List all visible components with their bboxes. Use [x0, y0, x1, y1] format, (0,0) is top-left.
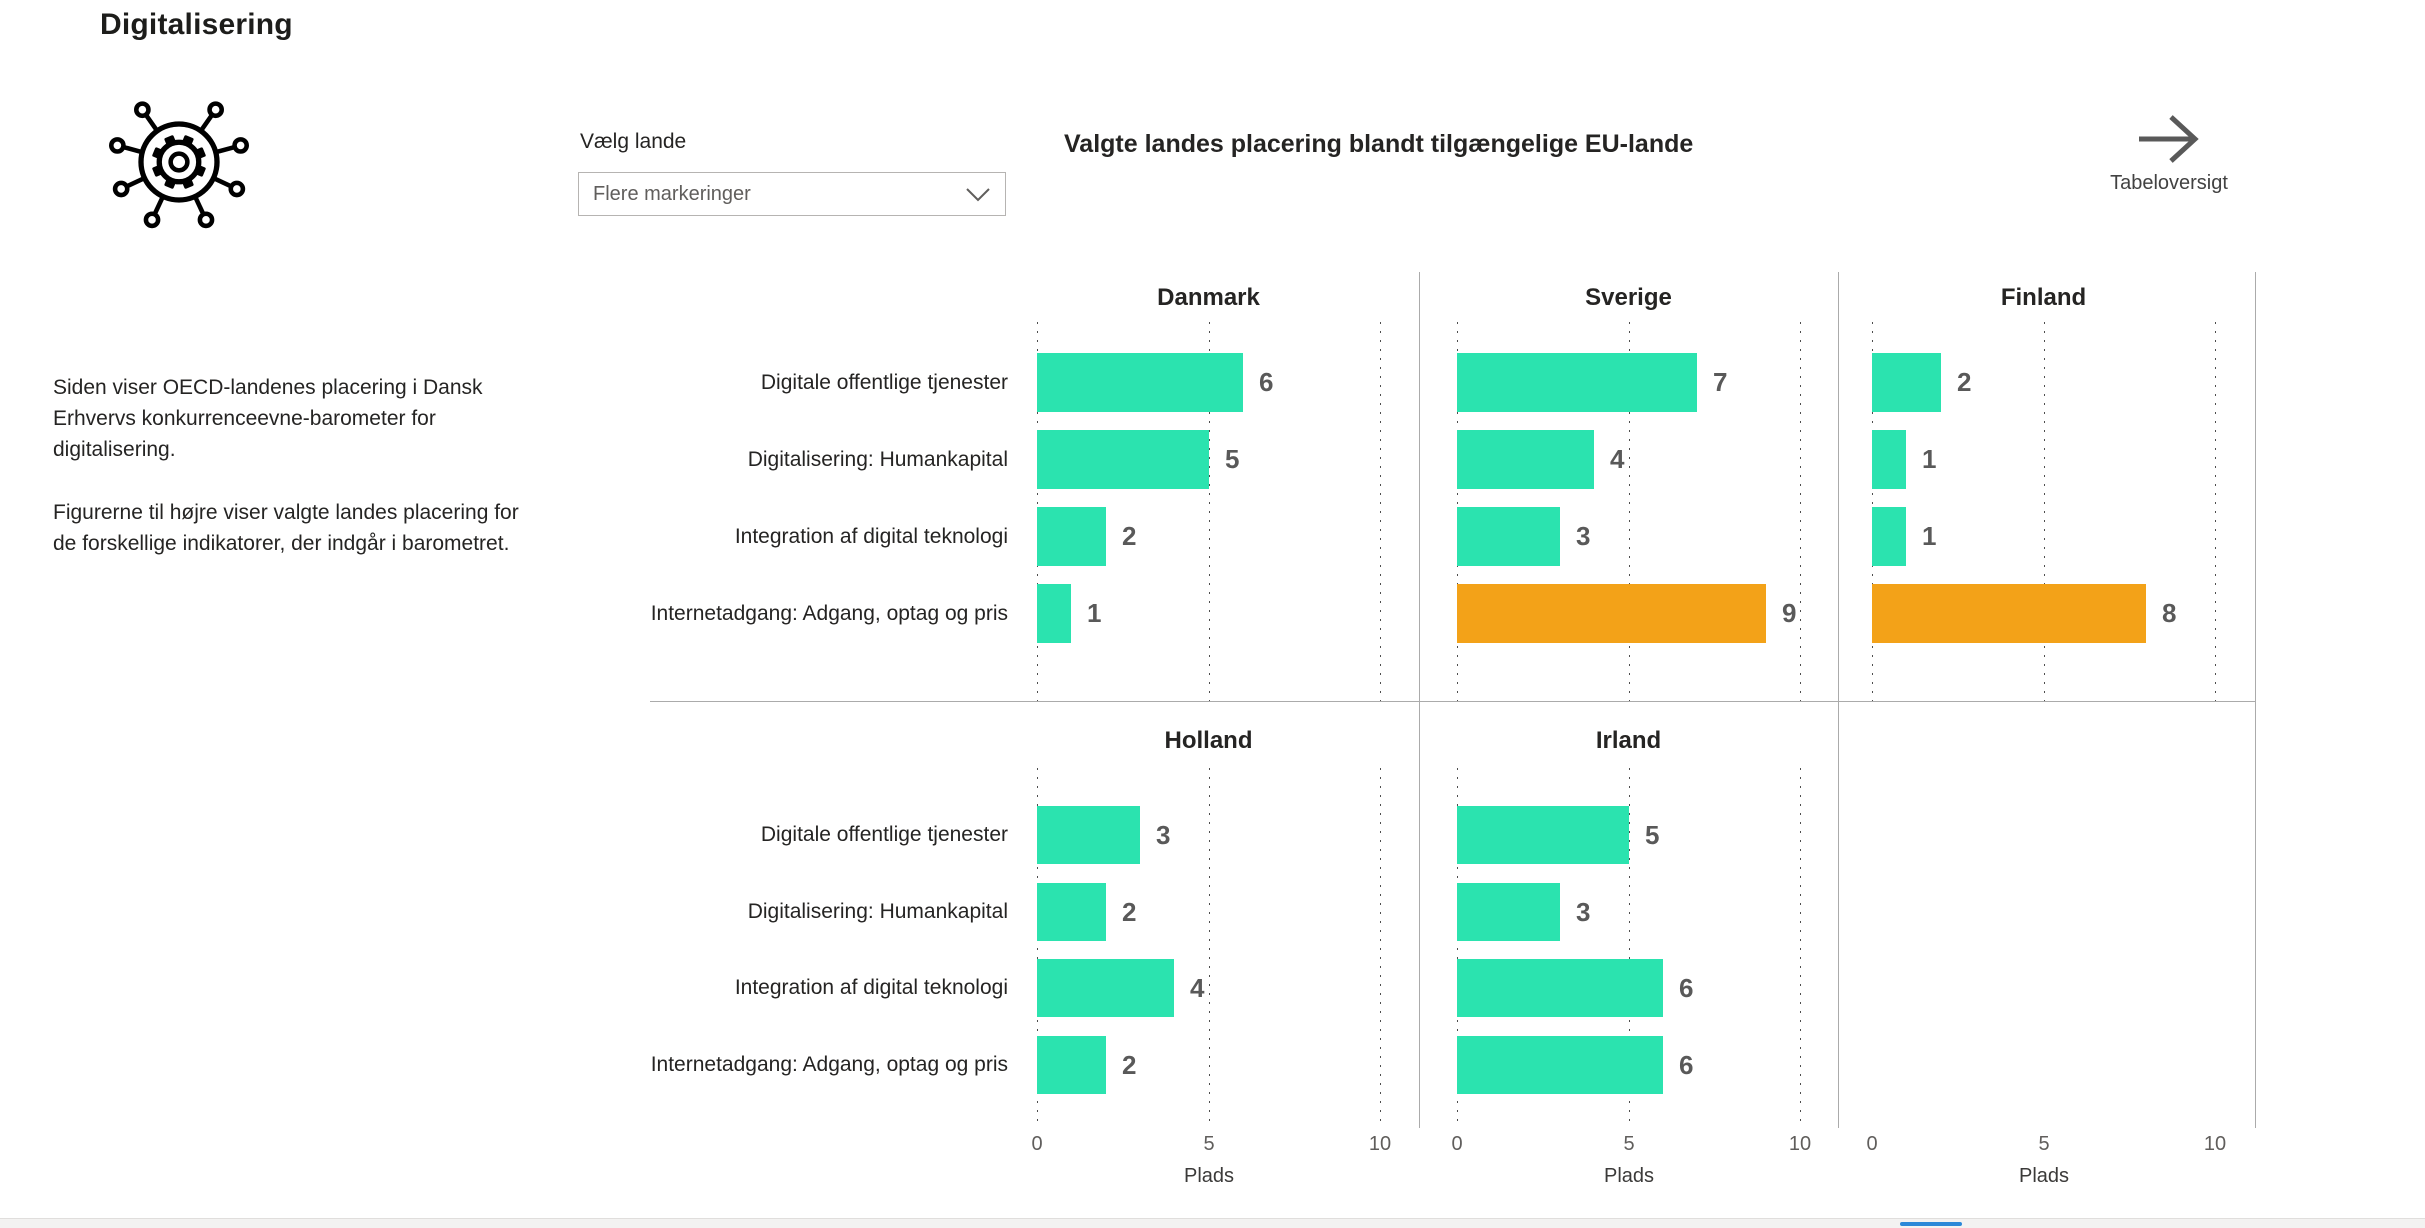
gridline	[1800, 322, 1801, 701]
x-axis-tick-label: 0	[1866, 1133, 1878, 1155]
footer-bar	[0, 1218, 2425, 1228]
category-label: Digitale offentlige tjenester	[760, 370, 1008, 394]
bar-value-label: 2	[1122, 521, 1137, 551]
gridline	[1629, 768, 1630, 1128]
x-axis-title: Plads	[1603, 1165, 1655, 1187]
category-label: Integration af digital teknologi	[734, 976, 1008, 999]
digitalisering-gear-icon	[109, 101, 249, 229]
x-axis-tick-label: 5	[1623, 1133, 1635, 1155]
bar-holland-4[interactable]	[1037, 1036, 1106, 1094]
gridline	[1629, 322, 1630, 701]
bar-value-label: 3	[1576, 521, 1591, 551]
bar-finland-2[interactable]	[1872, 430, 1906, 489]
bar-value-label: 4	[1610, 444, 1625, 474]
bar-sverige-2[interactable]	[1457, 430, 1594, 489]
bar-irland-2[interactable]	[1457, 883, 1560, 941]
bar-holland-1[interactable]	[1037, 806, 1140, 864]
gridline	[1209, 768, 1210, 1128]
bar-finland-1[interactable]	[1872, 353, 1941, 412]
bar-value-label: 6	[1259, 367, 1274, 397]
arrow-right-icon	[2139, 115, 2199, 163]
bar-value-label: 1	[1087, 598, 1102, 628]
x-axis-tick-label: 10	[2203, 1133, 2227, 1155]
category-label: Digitalisering: Humankapital	[747, 900, 1008, 923]
page-description-1: Siden viser OECD-landenes placering i Da…	[53, 376, 483, 461]
bar-value-label: 1	[1922, 444, 1937, 474]
x-axis-title: Plads	[2018, 1165, 2070, 1187]
chart-title: Valgte landes placering blandt tilgængel…	[1064, 130, 1694, 158]
panel-title-danmark: Danmark	[1157, 284, 1260, 311]
gridline	[2044, 322, 2045, 701]
bar-irland-1[interactable]	[1457, 806, 1629, 864]
bar-finland-4[interactable]	[1872, 584, 2146, 643]
bar-danmark-1[interactable]	[1037, 353, 1243, 412]
gridline	[1209, 322, 1210, 701]
panel-title-irland: Irland	[1595, 727, 1662, 754]
gridline	[1380, 322, 1381, 701]
panel-title-sverige: Sverige	[1585, 284, 1672, 311]
x-axis-tick-label: 0	[1031, 1133, 1043, 1155]
bar-danmark-2[interactable]	[1037, 430, 1209, 489]
bar-finland-3[interactable]	[1872, 507, 1906, 566]
panel-divider-vertical	[1419, 272, 1420, 1128]
country-filter-dropdown[interactable]: Flere markeringer	[578, 172, 1006, 216]
table-overview-button[interactable]: Tabeloversigt	[2094, 110, 2244, 195]
x-axis-tick-label: 0	[1451, 1133, 1463, 1155]
x-axis-tick-label: 5	[1203, 1133, 1215, 1155]
scrollbar-thumb[interactable]	[1900, 1222, 1962, 1226]
bar-danmark-4[interactable]	[1037, 584, 1071, 643]
category-label: Digitalisering: Humankapital	[747, 447, 1008, 471]
bar-irland-4[interactable]	[1457, 1036, 1663, 1094]
bar-danmark-3[interactable]	[1037, 507, 1106, 566]
category-label: Internetadgang: Adgang, optag og pris	[650, 601, 1008, 625]
x-axis-tick-label: 10	[1368, 1133, 1392, 1155]
x-axis-tick-label: 10	[1788, 1133, 1812, 1155]
bar-value-label: 4	[1190, 972, 1205, 1003]
category-label: Digitale offentlige tjenester	[760, 823, 1008, 846]
bar-value-label: 5	[1645, 819, 1660, 850]
bar-sverige-3[interactable]	[1457, 507, 1560, 566]
country-filter-label: Vælg lande	[580, 130, 687, 153]
bar-holland-3[interactable]	[1037, 959, 1174, 1017]
country-filter-value: Flere markeringer	[593, 182, 751, 205]
bar-value-label: 2	[1122, 1049, 1137, 1080]
panel-divider-horizontal	[650, 701, 2255, 702]
bar-sverige-1[interactable]	[1457, 353, 1697, 412]
panel-divider-vertical	[2255, 272, 2256, 1128]
gridline	[2215, 322, 2216, 701]
x-axis-tick-label: 5	[2038, 1133, 2050, 1155]
chevron-down-icon	[966, 187, 990, 201]
bar-value-label: 7	[1713, 367, 1728, 397]
bar-value-label: 3	[1576, 896, 1591, 927]
bar-holland-2[interactable]	[1037, 883, 1106, 941]
gridline	[1037, 768, 1038, 1128]
bar-value-label: 6	[1679, 1049, 1694, 1080]
panel-title-holland: Holland	[1164, 727, 1253, 754]
category-label: Internetadgang: Adgang, optag og pris	[650, 1053, 1008, 1076]
bar-irland-3[interactable]	[1457, 959, 1663, 1017]
gridline	[1380, 768, 1381, 1128]
table-overview-label: Tabeloversigt	[2110, 172, 2228, 194]
bar-value-label: 3	[1156, 819, 1171, 850]
bar-value-label: 1	[1922, 521, 1937, 551]
bar-value-label: 9	[1782, 598, 1797, 628]
bar-value-label: 6	[1679, 972, 1694, 1003]
gridline	[1800, 768, 1801, 1128]
page-title: Digitalisering	[100, 8, 293, 41]
bar-value-label: 5	[1225, 444, 1240, 474]
gridline	[1457, 768, 1458, 1128]
panel-divider-vertical	[1838, 272, 1839, 1128]
bar-value-label: 8	[2162, 598, 2177, 628]
x-axis-title: Plads	[1183, 1165, 1235, 1187]
bar-sverige-4[interactable]	[1457, 584, 1766, 643]
category-label: Integration af digital teknologi	[734, 524, 1008, 548]
page-description-2: Figurerne til højre viser valgte landes …	[53, 501, 519, 555]
bar-value-label: 2	[1122, 896, 1137, 927]
panel-title-finland: Finland	[2000, 284, 2087, 311]
bar-value-label: 2	[1957, 367, 1972, 397]
